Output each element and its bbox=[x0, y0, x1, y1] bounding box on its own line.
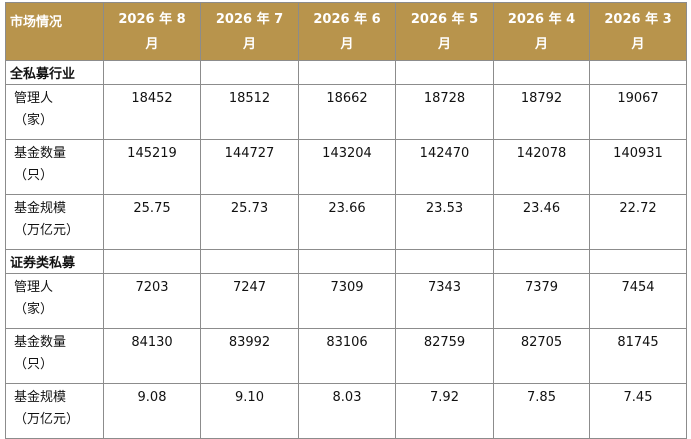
table-row: 基金数量 （只） 84130 83992 83106 82759 82705 81745 bbox=[5, 328, 687, 384]
row-unit: （只） bbox=[14, 168, 54, 183]
section-empty-cell bbox=[589, 249, 687, 274]
header-month-cell: 2026 年 4 月 bbox=[493, 2, 590, 61]
row-label: 管理人 bbox=[14, 91, 54, 106]
value-cell: 18452 bbox=[103, 84, 201, 140]
value-cell: 25.75 bbox=[103, 194, 201, 250]
value-cell: 22.72 bbox=[589, 194, 687, 250]
header-month-cell: 2026 年 6 月 bbox=[298, 2, 396, 61]
value-cell: 9.10 bbox=[200, 383, 299, 439]
row-label: 管理人 bbox=[14, 280, 54, 295]
header-month-cell: 2026 年 5 月 bbox=[395, 2, 494, 61]
table-body: 市场情况 2026 年 8 月 2026 年 7 月 2026 年 6 月 2026 年… bbox=[5, 2, 687, 439]
header-month-cell: 2026 年 8 月 bbox=[103, 2, 201, 61]
value-cell: 18512 bbox=[200, 84, 299, 140]
value-cell: 23.66 bbox=[298, 194, 396, 250]
value-cell: 142470 bbox=[395, 139, 494, 195]
header-row: 市场情况 2026 年 8 月 2026 年 7 月 2026 年 6 月 2026 年… bbox=[5, 2, 687, 61]
table-row: 管理人 （家） 18452 18512 18662 18728 18792 19067 bbox=[5, 84, 687, 140]
value-cell: 140931 bbox=[589, 139, 687, 195]
market-stats-table: 市场情况 2026 年 8 月 2026 年 7 月 2026 年 6 月 2026 年… bbox=[5, 2, 687, 439]
row-unit: （万亿元） bbox=[14, 412, 80, 427]
value-cell: 7247 bbox=[200, 273, 299, 329]
value-cell: 7379 bbox=[493, 273, 590, 329]
value-cell: 83992 bbox=[200, 328, 299, 384]
value-cell: 82705 bbox=[493, 328, 590, 384]
value-cell: 7203 bbox=[103, 273, 201, 329]
header-corner-cell: 市场情况 bbox=[5, 2, 104, 61]
section-empty-cell bbox=[298, 60, 396, 85]
row-label: 基金规模 bbox=[14, 201, 67, 216]
header-month-label: 2026 年 4 月 bbox=[507, 11, 576, 52]
section-empty-cell bbox=[200, 249, 299, 274]
row-unit: （万亿元） bbox=[14, 223, 80, 238]
value-cell: 7.45 bbox=[589, 383, 687, 439]
value-cell: 7.92 bbox=[395, 383, 494, 439]
section-row: 证券类私募 bbox=[5, 249, 687, 274]
value-cell: 23.53 bbox=[395, 194, 494, 250]
row-label-cell: 基金规模 （万亿元） bbox=[5, 194, 104, 250]
section-empty-cell bbox=[589, 60, 687, 85]
row-label-cell: 管理人 （家） bbox=[5, 273, 104, 329]
value-cell: 7309 bbox=[298, 273, 396, 329]
table-row: 基金规模 （万亿元） 9.08 9.10 8.03 7.92 7.85 7.45 bbox=[5, 383, 687, 439]
header-month-label: 2026 年 3 月 bbox=[604, 11, 672, 52]
value-cell: 142078 bbox=[493, 139, 590, 195]
header-month-cell: 2026 年 7 月 bbox=[200, 2, 299, 61]
row-unit: （家） bbox=[14, 302, 54, 317]
header-month-cell: 2026 年 3 月 bbox=[589, 2, 687, 61]
header-month-label: 2026 年 8 月 bbox=[118, 11, 186, 52]
value-cell: 18662 bbox=[298, 84, 396, 140]
section-empty-cell bbox=[200, 60, 299, 85]
value-cell: 143204 bbox=[298, 139, 396, 195]
value-cell: 84130 bbox=[103, 328, 201, 384]
table-row: 管理人 （家） 7203 7247 7309 7343 7379 7454 bbox=[5, 273, 687, 329]
row-unit: （只） bbox=[14, 357, 54, 372]
row-label: 基金数量 bbox=[14, 335, 67, 350]
value-cell: 9.08 bbox=[103, 383, 201, 439]
value-cell: 7.85 bbox=[493, 383, 590, 439]
value-cell: 145219 bbox=[103, 139, 201, 195]
value-cell: 81745 bbox=[589, 328, 687, 384]
section-empty-cell bbox=[103, 249, 201, 274]
row-label-cell: 管理人 （家） bbox=[5, 84, 104, 140]
value-cell: 83106 bbox=[298, 328, 396, 384]
header-month-label: 2026 年 5 月 bbox=[410, 11, 479, 52]
row-label-cell: 基金数量 （只） bbox=[5, 139, 104, 195]
section-empty-cell bbox=[103, 60, 201, 85]
header-month-label: 2026 年 6 月 bbox=[313, 11, 381, 52]
row-unit: （家） bbox=[14, 113, 54, 128]
value-cell: 144727 bbox=[200, 139, 299, 195]
section-empty-cell bbox=[395, 249, 494, 274]
value-cell: 82759 bbox=[395, 328, 494, 384]
section-empty-cell bbox=[493, 60, 590, 85]
value-cell: 18792 bbox=[493, 84, 590, 140]
value-cell: 8.03 bbox=[298, 383, 396, 439]
section-empty-cell bbox=[493, 249, 590, 274]
row-label-cell: 基金规模 （万亿元） bbox=[5, 383, 104, 439]
header-month-label: 2026 年 7 月 bbox=[215, 11, 284, 52]
section-row: 全私募行业 bbox=[5, 60, 687, 85]
value-cell: 25.73 bbox=[200, 194, 299, 250]
section-title: 证券类私募 bbox=[5, 249, 104, 274]
section-title: 全私募行业 bbox=[5, 60, 104, 85]
value-cell: 23.46 bbox=[493, 194, 590, 250]
row-label: 基金数量 bbox=[14, 146, 67, 161]
value-cell: 18728 bbox=[395, 84, 494, 140]
value-cell: 7454 bbox=[589, 273, 687, 329]
value-cell: 19067 bbox=[589, 84, 687, 140]
section-empty-cell bbox=[298, 249, 396, 274]
table-row: 基金数量 （只） 145219 144727 143204 142470 142078 140… bbox=[5, 139, 687, 195]
row-label: 基金规模 bbox=[14, 390, 67, 405]
value-cell: 7343 bbox=[395, 273, 494, 329]
table-row: 基金规模 （万亿元） 25.75 25.73 23.66 23.53 23.46 22.72 bbox=[5, 194, 687, 250]
row-label-cell: 基金数量 （只） bbox=[5, 328, 104, 384]
section-empty-cell bbox=[395, 60, 494, 85]
